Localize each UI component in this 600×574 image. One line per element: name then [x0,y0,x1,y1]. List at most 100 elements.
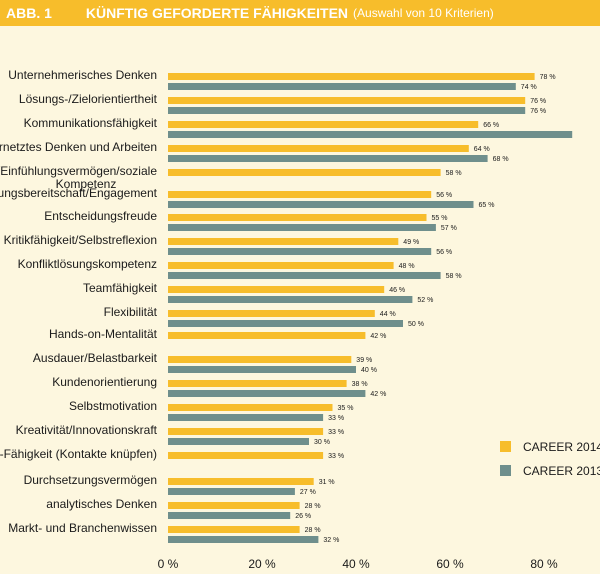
bar-career-2013 [168,248,432,255]
value-label-2013: 68 % [493,156,509,163]
category-label: Kommunikationsfähigkeit [24,116,158,130]
bar-career-2013 [168,155,488,162]
value-label-2013: 26 % [295,513,311,520]
value-label-2013: 40 % [361,367,377,374]
category-label: Durchsetzungsvermögen [24,473,157,487]
category-label: Teamfähigkeit [83,281,158,295]
value-label-2014: 55 % [432,215,448,222]
bar-career-2013 [168,83,516,90]
bar-career-2013 [168,272,441,279]
value-label-2013: 52 % [417,297,433,304]
legend-label-2014: CAREER 2014 [523,440,600,454]
category-label: Lösungs-/Zielorientiertheit [19,92,158,106]
category-label: Ausdauer/Belastbarkeit [33,351,158,365]
x-tick-label: 40 % [342,557,370,571]
bar-career-2014 [168,428,324,435]
x-tick-label: 20 % [248,557,276,571]
legend-swatch-2013 [500,465,511,476]
value-label-2013: 56 % [436,249,452,256]
figure-number: ABB. 1 [6,5,52,21]
value-label-2014: 33 % [328,429,344,436]
value-label-2014: 39 % [356,357,372,364]
bar-career-2014 [168,97,526,104]
bar-career-2014 [168,169,441,176]
value-label-2014: 58 % [446,170,462,177]
value-label-2014: 28 % [305,503,321,510]
bar-career-2014 [168,238,399,245]
value-label-2014: 78 % [540,74,556,81]
value-label-2014: 35 % [338,405,354,412]
bar-career-2013 [168,414,324,421]
bar-career-2014 [168,332,366,339]
value-label-2014: 76 % [530,98,546,105]
bar-career-2013 [168,107,526,114]
bar-career-2013 [168,390,366,397]
bar-career-2014 [168,121,479,128]
bar-career-2014 [168,262,394,269]
bar-career-2013 [168,131,573,138]
value-label-2014: 48 % [399,263,415,270]
value-label-2014: 46 % [389,287,405,294]
bar-career-2014 [168,526,300,533]
bar-career-2014 [168,478,314,485]
bar-career-2014 [168,310,375,317]
value-label-2013: 50 % [408,321,424,328]
category-label: Hands-on-Mentalität [49,327,158,341]
category-label: Kundenorientierung [52,375,157,389]
category-label: g-Fähigkeit (Kontakte knüpfen) [0,447,157,461]
chart-subtitle: (Auswahl von 10 Kriterien) [353,6,494,20]
category-label: Kreativität/Innovationskraft [16,423,158,437]
x-tick-label: 80 % [530,557,558,571]
value-label-2013: 74 % [521,84,537,91]
bar-career-2013 [168,296,413,303]
value-label-2013: 32 % [323,537,339,544]
value-label-2014: 56 % [436,192,452,199]
value-label-2013: 30 % [314,439,330,446]
value-label-2014: 33 % [328,453,344,460]
category-label: analytisches Denken [46,497,157,511]
bar-career-2014 [168,214,427,221]
category-label: Markt- und Branchenwissen [8,521,157,535]
bar-career-2013 [168,536,319,543]
bar-career-2014 [168,145,469,152]
value-label-2013: 27 % [300,489,316,496]
category-label: tungsbereitschaft/Engagement [0,186,158,200]
bar-career-2013 [168,201,474,208]
value-label-2014: 31 % [319,479,335,486]
value-label-2013: 33 % [328,415,344,422]
bar-career-2014 [168,286,385,293]
value-label-2014: 66 % [483,122,499,129]
chart-title: KÜNFTIG GEFORDERTE FÄHIGKEITEN [85,5,349,21]
category-label: Entscheidungsfreude [44,209,157,223]
bar-career-2014 [168,380,347,387]
x-tick-label: 0 % [158,557,179,571]
legend-swatch-2014 [500,441,511,452]
category-label: Flexibilität [104,305,158,319]
value-label-2013: 76 % [530,108,546,115]
value-label-2013: 42 % [370,391,386,398]
bar-career-2013 [168,224,436,231]
bar-career-2014 [168,191,432,198]
category-label: Kritikfähigkeit/Selbstreflexion [4,233,157,247]
bar-career-2014 [168,502,300,509]
value-label-2014: 49 % [403,239,419,246]
bar-career-2013 [168,320,403,327]
bar-career-2014 [168,356,352,363]
bar-career-2013 [168,438,309,445]
value-label-2013: 65 % [479,202,495,209]
value-label-2014: 38 % [352,381,368,388]
bar-career-2014 [168,73,535,80]
bar-career-2013 [168,366,356,373]
category-label: ernetztes Denken und Arbeiten [0,140,157,154]
value-label-2014: 42 % [370,333,386,340]
value-label-2014: 28 % [305,527,321,534]
x-tick-label: 60 % [436,557,464,571]
bar-career-2014 [168,404,333,411]
value-label-2014: 64 % [474,146,490,153]
legend-label-2013: CAREER 2013 [523,464,600,478]
value-label-2013: 58 % [446,273,462,280]
category-label: Selbstmotivation [69,399,157,413]
category-label: Unternehmerisches Denken [8,68,157,82]
bar-career-2013 [168,488,295,495]
